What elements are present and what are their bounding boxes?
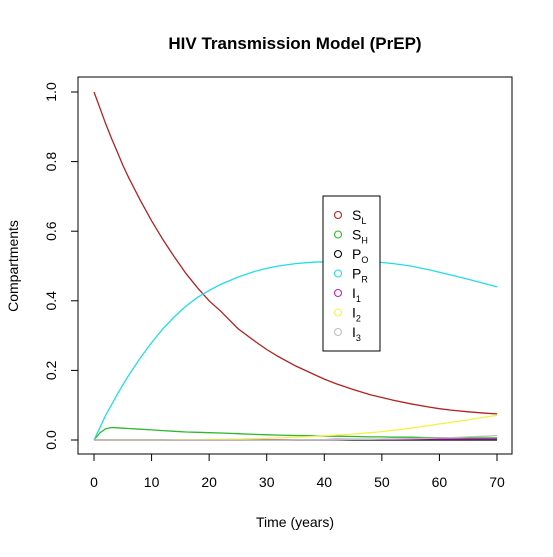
legend-label: PO — [352, 246, 368, 265]
axes: 0 10 20 30 40 50 60 70 0.0 0.2 0.4 0.6 0.8 1.0 — [43, 82, 505, 490]
legend-box — [322, 195, 381, 352]
legend-label: SL — [352, 207, 366, 226]
legend-label: I3 — [352, 324, 361, 343]
legend-label: PR — [352, 266, 368, 285]
legend-marker — [333, 210, 343, 220]
y-tick-label: 0.8 — [43, 152, 59, 172]
x-tick-label: 0 — [90, 474, 98, 490]
legend-label: SH — [352, 227, 368, 246]
legend-label: I2 — [352, 305, 361, 324]
y-axis-label: Compartments — [5, 220, 21, 312]
x-tick-label: 60 — [432, 474, 448, 490]
y-tick-label: 0.2 — [43, 360, 59, 380]
y-tick-label: 0.6 — [43, 221, 59, 241]
x-tick-label: 50 — [374, 474, 390, 490]
x-axis-label: Time (years) — [256, 514, 334, 530]
x-tick-label: 40 — [316, 474, 332, 490]
plot-frame — [77, 76, 513, 455]
legend-marker — [333, 327, 343, 337]
x-tick-label: 20 — [201, 474, 217, 490]
series-line-i-2 — [94, 414, 498, 441]
x-tick-label: 30 — [259, 474, 275, 490]
x-tick-label: 70 — [489, 474, 505, 490]
legend-marker — [333, 249, 343, 259]
series-line-s-l — [93, 91, 498, 415]
series-lines — [93, 91, 498, 441]
series-line-s-h — [93, 426, 497, 441]
legend-marker — [333, 308, 343, 317]
chart-title: HIV Transmission Model (PrEP) — [168, 34, 421, 53]
legend-marker — [333, 230, 343, 239]
y-tick-label: 0.4 — [43, 291, 59, 311]
legend-marker — [333, 288, 343, 298]
legend-label: I1 — [352, 285, 361, 304]
y-tick-label: 0.0 — [43, 430, 59, 450]
series-line-p-r — [93, 260, 498, 441]
legend-marker — [333, 269, 343, 278]
x-tick-label: 10 — [144, 474, 160, 490]
series-line-i-3 — [94, 434, 498, 441]
y-tick-label: 1.0 — [43, 82, 59, 102]
